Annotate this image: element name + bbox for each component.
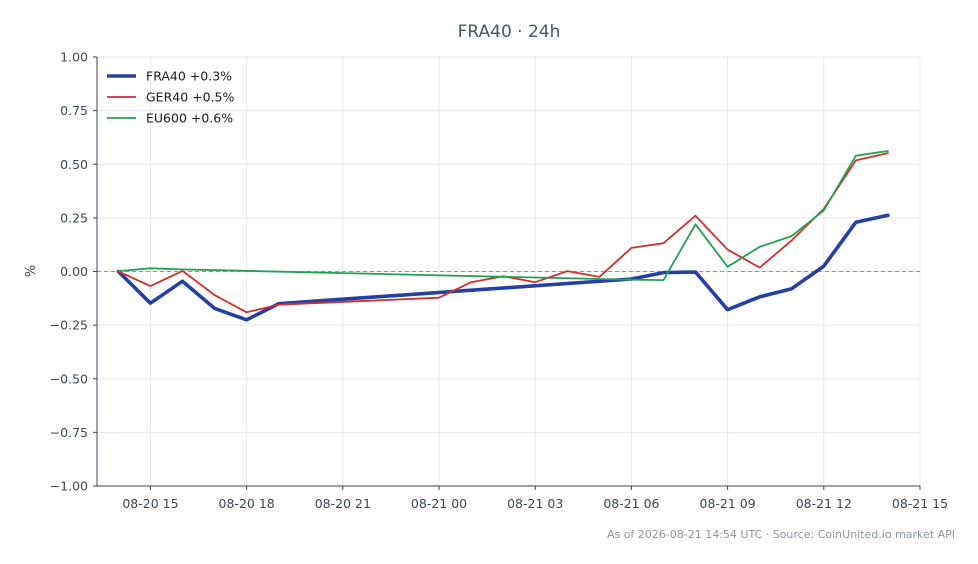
x-tick-label: 08-21 09 [700, 496, 756, 511]
y-tick-label: 0.75 [60, 103, 88, 118]
y-tick-label: −1.00 [50, 479, 88, 494]
chart-title: FRA40 · 24h [458, 22, 561, 42]
legend-label: FRA40 +0.3% [146, 69, 232, 84]
y-tick-label: 0.00 [60, 264, 88, 279]
x-tick-label: 08-20 18 [219, 496, 275, 511]
y-axis-label: % [24, 265, 39, 277]
x-tick-label: 08-21 06 [603, 496, 659, 511]
y-tick-label: −0.75 [50, 425, 88, 440]
legend-label: EU600 +0.6% [146, 111, 233, 126]
x-tick-label: 08-21 15 [892, 496, 948, 511]
y-tick-label: 0.25 [60, 210, 88, 225]
x-tick-label: 08-21 03 [507, 496, 563, 511]
series-line-ger40 [117, 152, 889, 314]
series-lines [116, 150, 890, 322]
x-tick-label: 08-21 00 [411, 496, 467, 511]
legend: FRA40 +0.3% GER40 +0.5% EU600 +0.6% [107, 69, 235, 126]
y-axis-ticks: 1.00 0.75 0.50 0.25 0.00 −0.25 −0.50 −0.75 −1.00 [50, 50, 97, 494]
series-line-fra40 [116, 213, 890, 322]
y-tick-label: 0.50 [60, 157, 88, 172]
source-footer: As of 2026-08-21 14:54 UTC · Source: Coi… [607, 528, 955, 541]
x-axis-ticks: 08-20 15 08-20 18 08-20 21 08-21 00 08-21 03… [122, 486, 948, 511]
legend-label: GER40 +0.5% [146, 90, 235, 105]
series-line-eu600 [117, 150, 889, 281]
x-tick-label: 08-21 12 [796, 496, 852, 511]
y-tick-label: −0.50 [50, 371, 88, 386]
x-tick-label: 08-20 21 [315, 496, 371, 511]
x-tick-label: 08-20 15 [122, 496, 178, 511]
y-tick-label: −0.25 [50, 318, 88, 333]
y-tick-label: 1.00 [60, 50, 88, 65]
